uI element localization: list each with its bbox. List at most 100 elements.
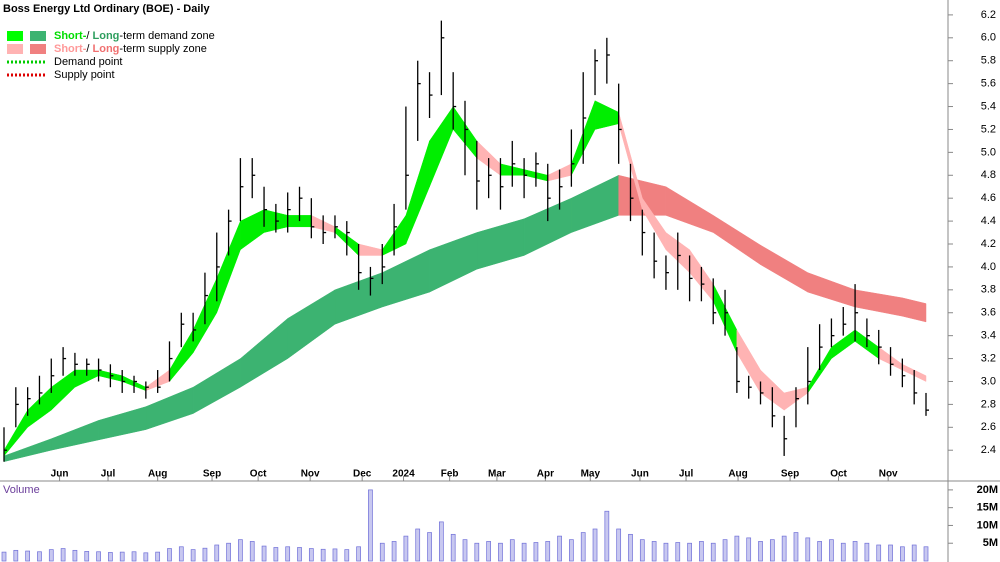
zone-band: [405, 140, 430, 245]
zone-band: [287, 289, 336, 360]
volume-bar: [84, 551, 90, 562]
y-tick-label: 3.0: [981, 375, 996, 387]
volume-bar: [628, 533, 633, 562]
volume-bar: [864, 542, 870, 562]
y-tick-label: 3.4: [981, 330, 996, 342]
legend-swatch: [30, 44, 46, 54]
legend-text: Supply point: [54, 69, 115, 81]
volume-bar: [119, 551, 125, 562]
volume-bar: [509, 539, 515, 562]
volume-bar: [202, 547, 208, 562]
volume-bar: [651, 541, 657, 562]
volume-bar: [592, 528, 598, 562]
x-tick-label: Dec: [353, 469, 372, 480]
zone-band: [571, 174, 619, 233]
legend-swatch: [7, 31, 23, 41]
volume-bar: [639, 539, 645, 562]
x-tick-label: Jun: [51, 469, 69, 480]
y-tick-label: 6.2: [981, 9, 996, 21]
y-tick-label: 5.2: [981, 123, 996, 135]
zone-band: [594, 100, 619, 130]
legend-text: Short-: [54, 30, 87, 42]
volume-bar: [734, 535, 740, 562]
zone-band: [807, 272, 856, 308]
volume-bar: [72, 549, 78, 562]
zone-band: [760, 244, 809, 293]
legend-text: -term supply zone: [119, 43, 206, 55]
volume-bar: [167, 548, 172, 562]
x-tick-label: Feb: [441, 469, 459, 480]
y-tick-label: 4.4: [981, 215, 996, 227]
volume-bar: [368, 489, 373, 562]
x-tick-label: Sep: [203, 469, 221, 480]
volume-bar: [829, 539, 834, 562]
volume-bar: [25, 550, 30, 562]
volume-bar: [356, 546, 361, 562]
legend-text: Demand point: [54, 56, 123, 68]
x-tick-label: Jul: [101, 469, 116, 480]
volume-bar: [663, 542, 669, 562]
zone-band: [382, 249, 430, 308]
y-tick-label: 15M: [977, 502, 998, 514]
volume-bar: [332, 548, 338, 562]
y-tick-label: 4.2: [981, 238, 996, 250]
volume-bar: [557, 535, 562, 562]
volume-bar: [108, 552, 113, 562]
volume-bar: [769, 539, 775, 562]
legend-entry: Supply point: [54, 69, 115, 81]
legend-entry: Short-/ Long-term demand zone: [54, 30, 215, 42]
volume-bar: [699, 541, 704, 562]
x-tick-label: Nov: [879, 469, 898, 480]
legend-text: /: [86, 30, 92, 42]
zone-band: [665, 186, 714, 233]
x-tick-label: Jul: [679, 469, 694, 480]
y-tick-label: 2.8: [981, 398, 996, 410]
x-tick-label: Sep: [781, 469, 799, 480]
x-tick-label: Oct: [250, 469, 267, 480]
volume-bar: [403, 535, 409, 562]
volume-bar: [391, 541, 397, 562]
y-tick-label: 5.8: [981, 55, 996, 67]
zone-band: [429, 105, 454, 187]
zone-band: [192, 358, 241, 414]
y-tick-label: 5.4: [981, 100, 996, 112]
volume-bar: [273, 547, 279, 562]
zone-band: [358, 243, 383, 256]
volume-bar: [344, 549, 350, 562]
legend-entry: Demand point: [54, 56, 123, 68]
zone-band: [240, 317, 288, 388]
x-tick-label: Mar: [488, 469, 506, 480]
x-tick-label: Jun: [631, 469, 649, 480]
x-tick-label: Nov: [301, 469, 320, 480]
volume-bar: [722, 539, 728, 562]
zone-band: [854, 289, 903, 317]
volume-bar: [214, 544, 220, 562]
y-tick-label: 5.0: [981, 146, 996, 158]
volume-bar: [143, 552, 149, 562]
volume-bar: [1, 551, 7, 562]
volume-bar: [498, 542, 503, 562]
y-tick-label: 6.0: [981, 32, 996, 44]
volume-bar: [226, 542, 231, 562]
y-tick-label: 20M: [977, 484, 998, 496]
zone-band: [240, 209, 265, 251]
zone-band: [51, 420, 99, 451]
legend-text: Long: [93, 30, 120, 42]
volume-bar: [37, 551, 42, 562]
volume-bar: [415, 528, 421, 562]
volume-bar: [285, 546, 291, 562]
y-tick-label: 2.4: [981, 444, 996, 456]
volume-bar: [923, 546, 929, 562]
zone-band: [429, 232, 478, 293]
volume-bar: [746, 537, 752, 562]
volume-bar: [190, 549, 196, 562]
y-tick-label: 4.8: [981, 169, 996, 181]
volume-bar: [687, 542, 692, 562]
volume-bar: [60, 548, 66, 562]
zone-band: [476, 218, 525, 270]
volume-bar: [155, 551, 161, 562]
x-tick-label: Apr: [537, 469, 554, 480]
y-tick-label: 5M: [983, 537, 998, 549]
zone-band: [98, 406, 147, 441]
volume-bar: [297, 547, 302, 562]
